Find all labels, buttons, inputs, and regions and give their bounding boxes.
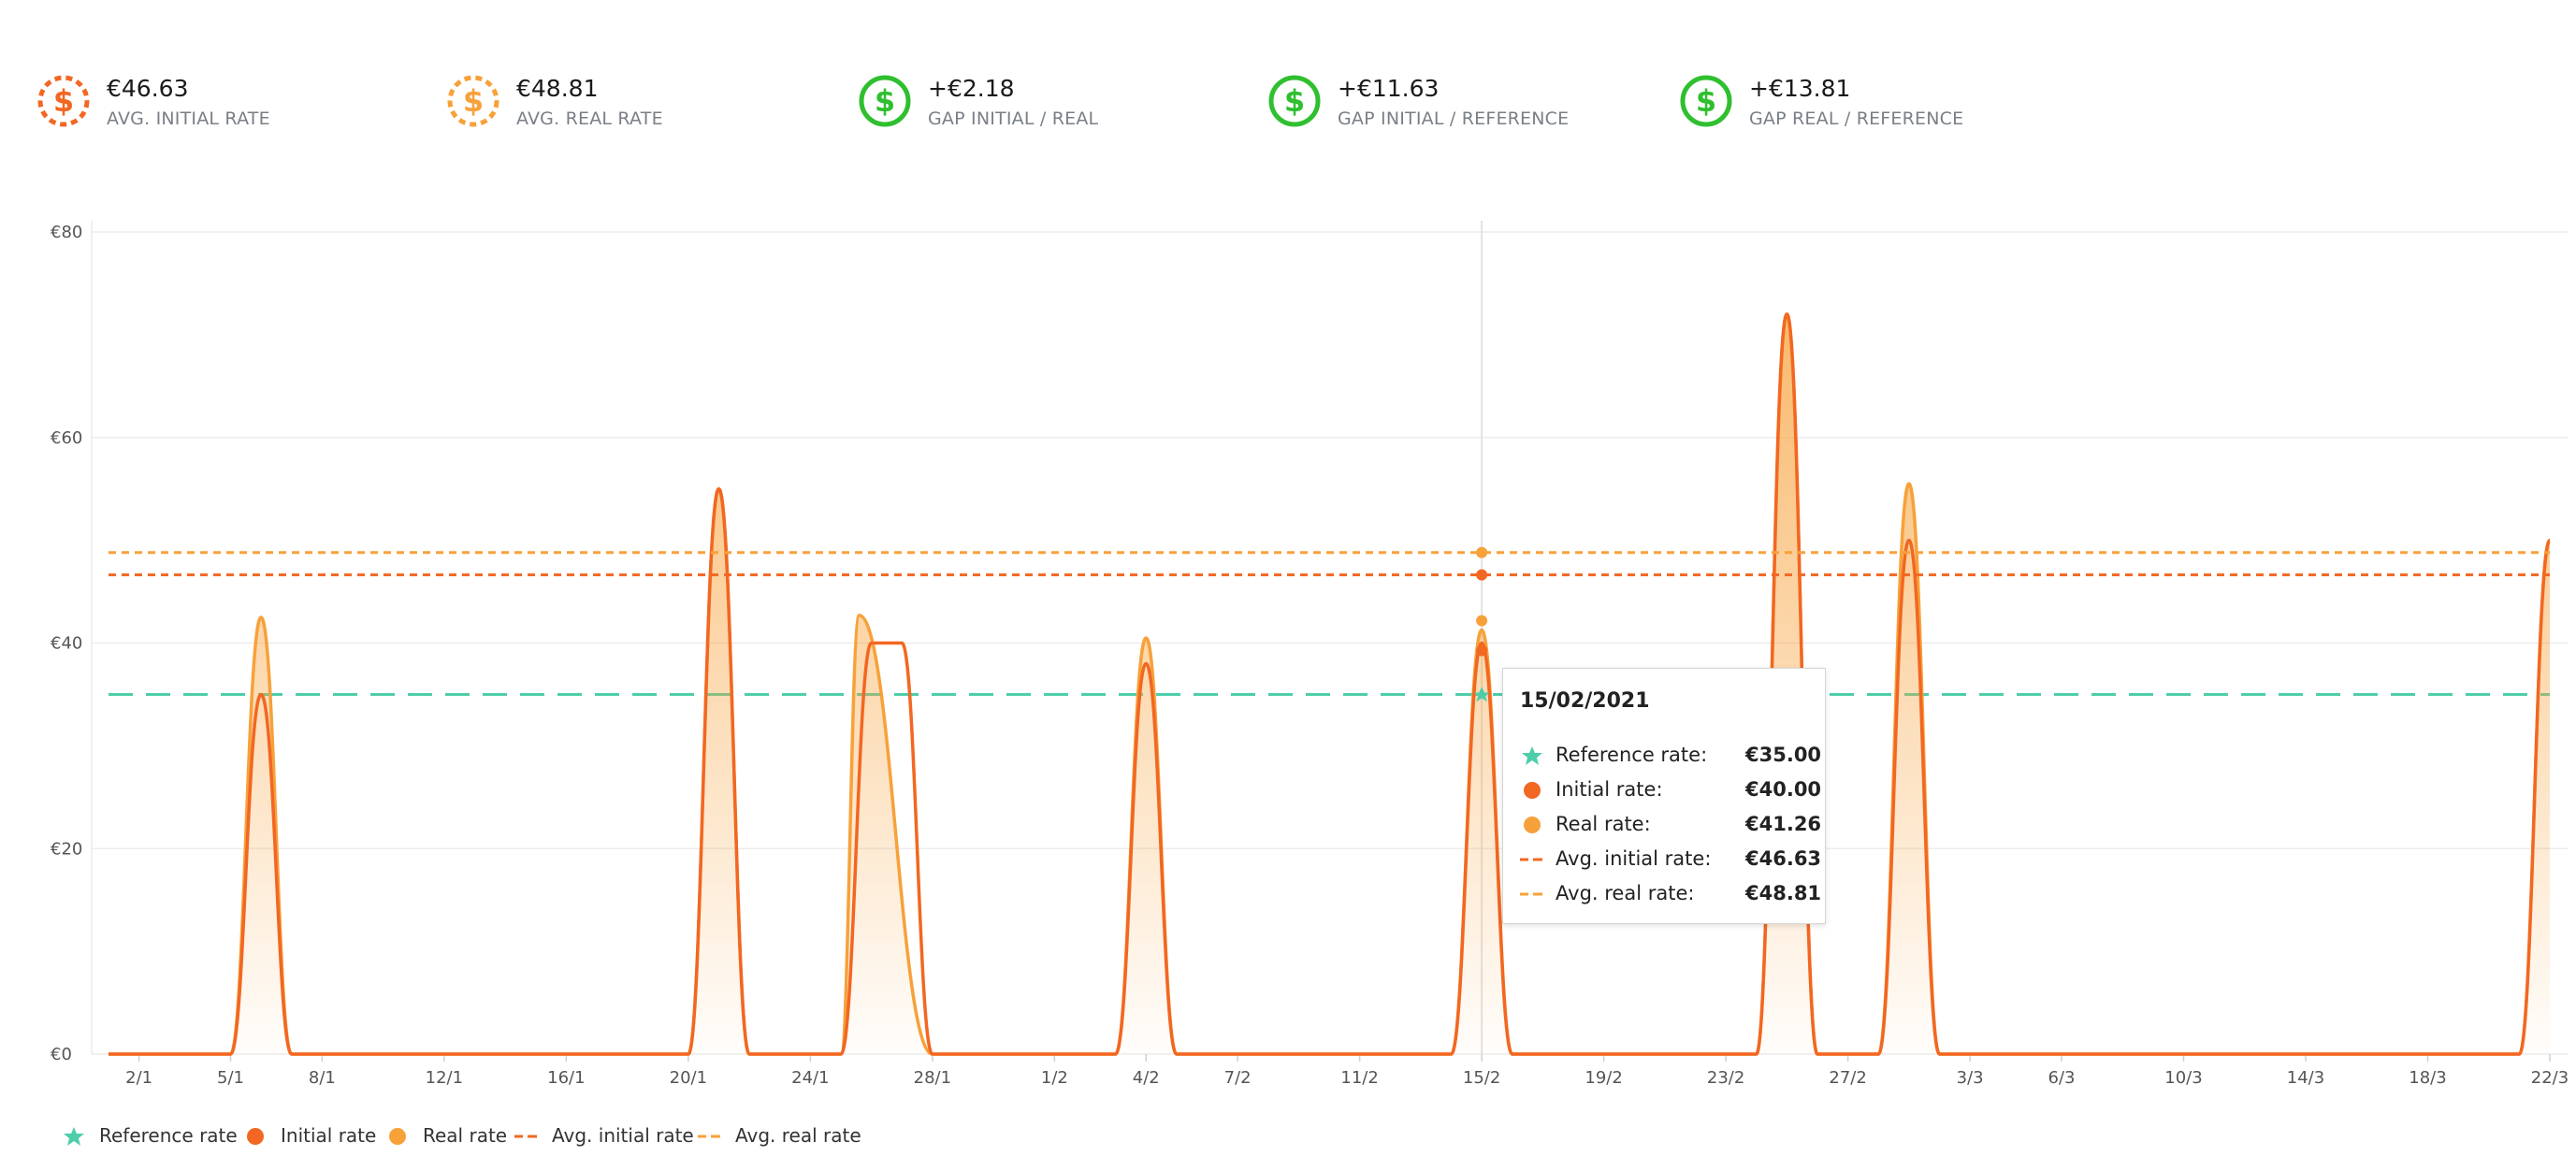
tooltip-row-avg-real-rate: Avg. real rate: €48.81 xyxy=(1520,880,1821,908)
tooltip-series-value: €41.26 xyxy=(1745,813,1822,835)
legend-label: Avg. initial rate xyxy=(552,1124,694,1147)
tooltip-date: 15/02/2021 xyxy=(1520,689,1650,713)
dash-icon xyxy=(698,1135,720,1138)
x-tick-label: 14/3 xyxy=(2287,1068,2324,1088)
tooltip-series-name: Initial rate: xyxy=(1556,778,1663,801)
kpi-label: GAP REAL / REFERENCE xyxy=(1749,108,1964,129)
tooltip-series-value: €40.00 xyxy=(1745,778,1822,801)
x-tick-label: 10/3 xyxy=(2164,1068,2202,1088)
grid-lines xyxy=(91,221,2569,1055)
x-tick-label: 18/3 xyxy=(2409,1068,2446,1088)
avg-initial-rate-marker xyxy=(1476,569,1488,581)
y-tick-label: €80 xyxy=(51,223,82,242)
x-tick-label: 2/1 xyxy=(125,1068,152,1088)
real-rate-area xyxy=(109,313,2550,1054)
tooltip-row-reference-rate: Reference rate: €35.00 xyxy=(1520,742,1821,770)
avg-real-rate-marker xyxy=(1476,546,1488,558)
svg-text:$: $ xyxy=(1696,83,1716,119)
x-tick-label: 6/3 xyxy=(2048,1068,2076,1088)
kpi-label: GAP INITIAL / REFERENCE xyxy=(1338,108,1570,129)
y-tick-label: €0 xyxy=(51,1045,72,1064)
x-tick-label: 27/2 xyxy=(1829,1068,1866,1088)
x-tick-label: 7/2 xyxy=(1224,1068,1252,1088)
tooltip-series-value: €46.63 xyxy=(1745,847,1822,870)
reference-rate-marker xyxy=(1474,687,1490,702)
kpi-value: +€11.63 xyxy=(1338,75,1440,102)
legend-label: Avg. real rate xyxy=(735,1124,861,1147)
initial-rate-marker xyxy=(1476,644,1488,657)
tooltip-series-name: Avg. initial rate: xyxy=(1556,847,1712,870)
dot-icon xyxy=(1524,817,1541,833)
chart-tooltip: 15/02/2021 Reference rate: €35.00 Initia… xyxy=(1502,668,1826,924)
initial-rate-line xyxy=(109,312,2552,1056)
legend-label: Initial rate xyxy=(281,1124,377,1147)
dollar-dashed-circle-icon: $ xyxy=(447,75,499,127)
dot-icon xyxy=(247,1128,264,1145)
kpi-value: €46.63 xyxy=(107,75,189,102)
x-tick-label: 1/2 xyxy=(1041,1068,1068,1088)
legend-label: Real rate xyxy=(423,1124,508,1147)
y-tick-label: €20 xyxy=(51,839,82,859)
x-tick-label: 8/1 xyxy=(309,1068,336,1088)
y-tick-label: €60 xyxy=(51,428,82,448)
x-tick-label: 4/2 xyxy=(1133,1068,1160,1088)
y-tick-label: €40 xyxy=(51,634,82,654)
x-tick-label: 16/1 xyxy=(547,1068,585,1088)
tooltip-row-initial-rate: Initial rate: €40.00 xyxy=(1520,776,1821,804)
legend-label: Reference rate xyxy=(99,1124,238,1147)
x-tick-label: 28/1 xyxy=(914,1068,951,1088)
svg-text:$: $ xyxy=(463,83,484,119)
star-icon xyxy=(64,1127,84,1146)
dollar-dashed-circle-icon: $ xyxy=(37,75,90,127)
kpi-label: GAP INITIAL / REAL xyxy=(928,108,1099,129)
dash-icon xyxy=(1520,858,1542,861)
y-axis: €0 €20 €40 €60 €80 xyxy=(51,223,82,1064)
dollar-circle-icon: $ xyxy=(1268,75,1321,127)
x-tick-label: 12/1 xyxy=(426,1068,463,1088)
tooltip-row-real-rate: Real rate: €41.26 xyxy=(1520,811,1821,839)
dot-icon xyxy=(389,1128,406,1145)
kpi-label: AVG. REAL RATE xyxy=(516,108,663,129)
x-tick-label: 20/1 xyxy=(670,1068,707,1088)
tooltip-series-name: Avg. real rate: xyxy=(1556,882,1695,904)
x-tick-label: 15/2 xyxy=(1463,1068,1500,1088)
x-tick-label: 11/2 xyxy=(1340,1068,1378,1088)
real-rate-line xyxy=(109,312,2552,1056)
hover-markers xyxy=(1474,546,1490,702)
x-tick-label: 23/2 xyxy=(1707,1068,1744,1088)
dollar-circle-icon: $ xyxy=(1680,75,1732,127)
x-tick-label: 5/1 xyxy=(217,1068,244,1088)
kpi-label: AVG. INITIAL RATE xyxy=(107,108,270,129)
real-rate-marker xyxy=(1476,614,1488,627)
x-tick-label: 24/1 xyxy=(791,1068,829,1088)
star-icon xyxy=(1522,746,1542,765)
dollar-circle-icon: $ xyxy=(859,75,911,127)
svg-text:$: $ xyxy=(1284,83,1305,119)
kpi-value: €48.81 xyxy=(516,75,599,102)
tooltip-series-value: €35.00 xyxy=(1745,744,1822,766)
kpi-value: +€13.81 xyxy=(1749,75,1851,102)
svg-text:$: $ xyxy=(53,83,74,119)
x-axis: 2/1 5/1 8/1 12/1 16/1 20/1 24/1 28/1 1/2 4/2 7/2 11… xyxy=(125,1054,2569,1088)
series-layer xyxy=(109,312,2552,1056)
x-tick-label: 22/3 xyxy=(2531,1068,2569,1088)
tooltip-series-name: Reference rate: xyxy=(1556,744,1708,766)
kpi-value: +€2.18 xyxy=(928,75,1015,102)
x-tick-label: 19/2 xyxy=(1585,1068,1622,1088)
tooltip-series-name: Real rate: xyxy=(1556,813,1651,835)
x-tick-label: 3/3 xyxy=(1957,1068,1984,1088)
dash-icon xyxy=(514,1135,537,1138)
tooltip-row-avg-initial-rate: Avg. initial rate: €46.63 xyxy=(1520,846,1821,874)
svg-text:$: $ xyxy=(875,83,895,119)
dash-icon xyxy=(1520,892,1542,896)
dot-icon xyxy=(1524,782,1541,799)
tooltip-series-value: €48.81 xyxy=(1745,882,1822,904)
